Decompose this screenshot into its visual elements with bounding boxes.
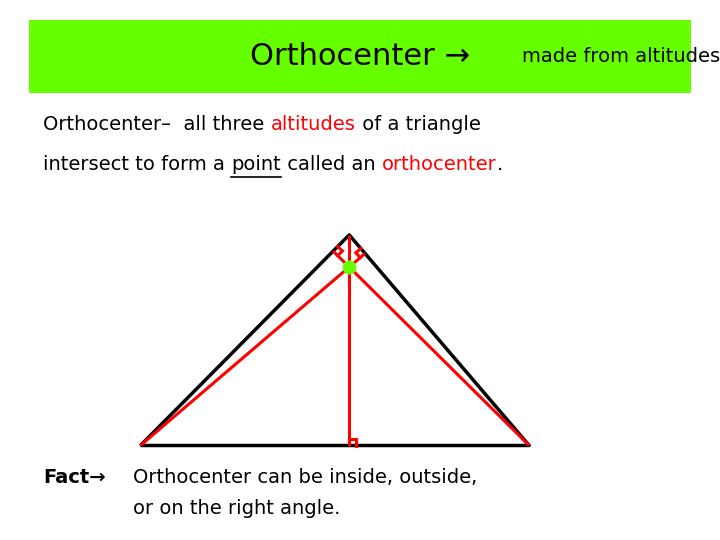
Text: .: . bbox=[497, 155, 503, 174]
Text: altitudes: altitudes bbox=[271, 114, 356, 134]
Text: called an: called an bbox=[281, 155, 382, 174]
Text: of a triangle: of a triangle bbox=[356, 114, 480, 134]
Text: Orthocenter →: Orthocenter → bbox=[250, 42, 470, 71]
Text: intersect to form a: intersect to form a bbox=[43, 155, 231, 174]
Bar bbox=[29, 20, 691, 93]
Text: Fact→: Fact→ bbox=[43, 468, 106, 488]
Text: orthocenter: orthocenter bbox=[382, 155, 497, 174]
Text: made from altitudes: made from altitudes bbox=[522, 47, 720, 66]
Text: Orthocenter–  all three: Orthocenter– all three bbox=[43, 114, 271, 134]
Text: point: point bbox=[231, 155, 281, 174]
Text: or on the right angle.: or on the right angle. bbox=[133, 499, 341, 518]
Text: Orthocenter can be inside, outside,: Orthocenter can be inside, outside, bbox=[133, 468, 477, 488]
